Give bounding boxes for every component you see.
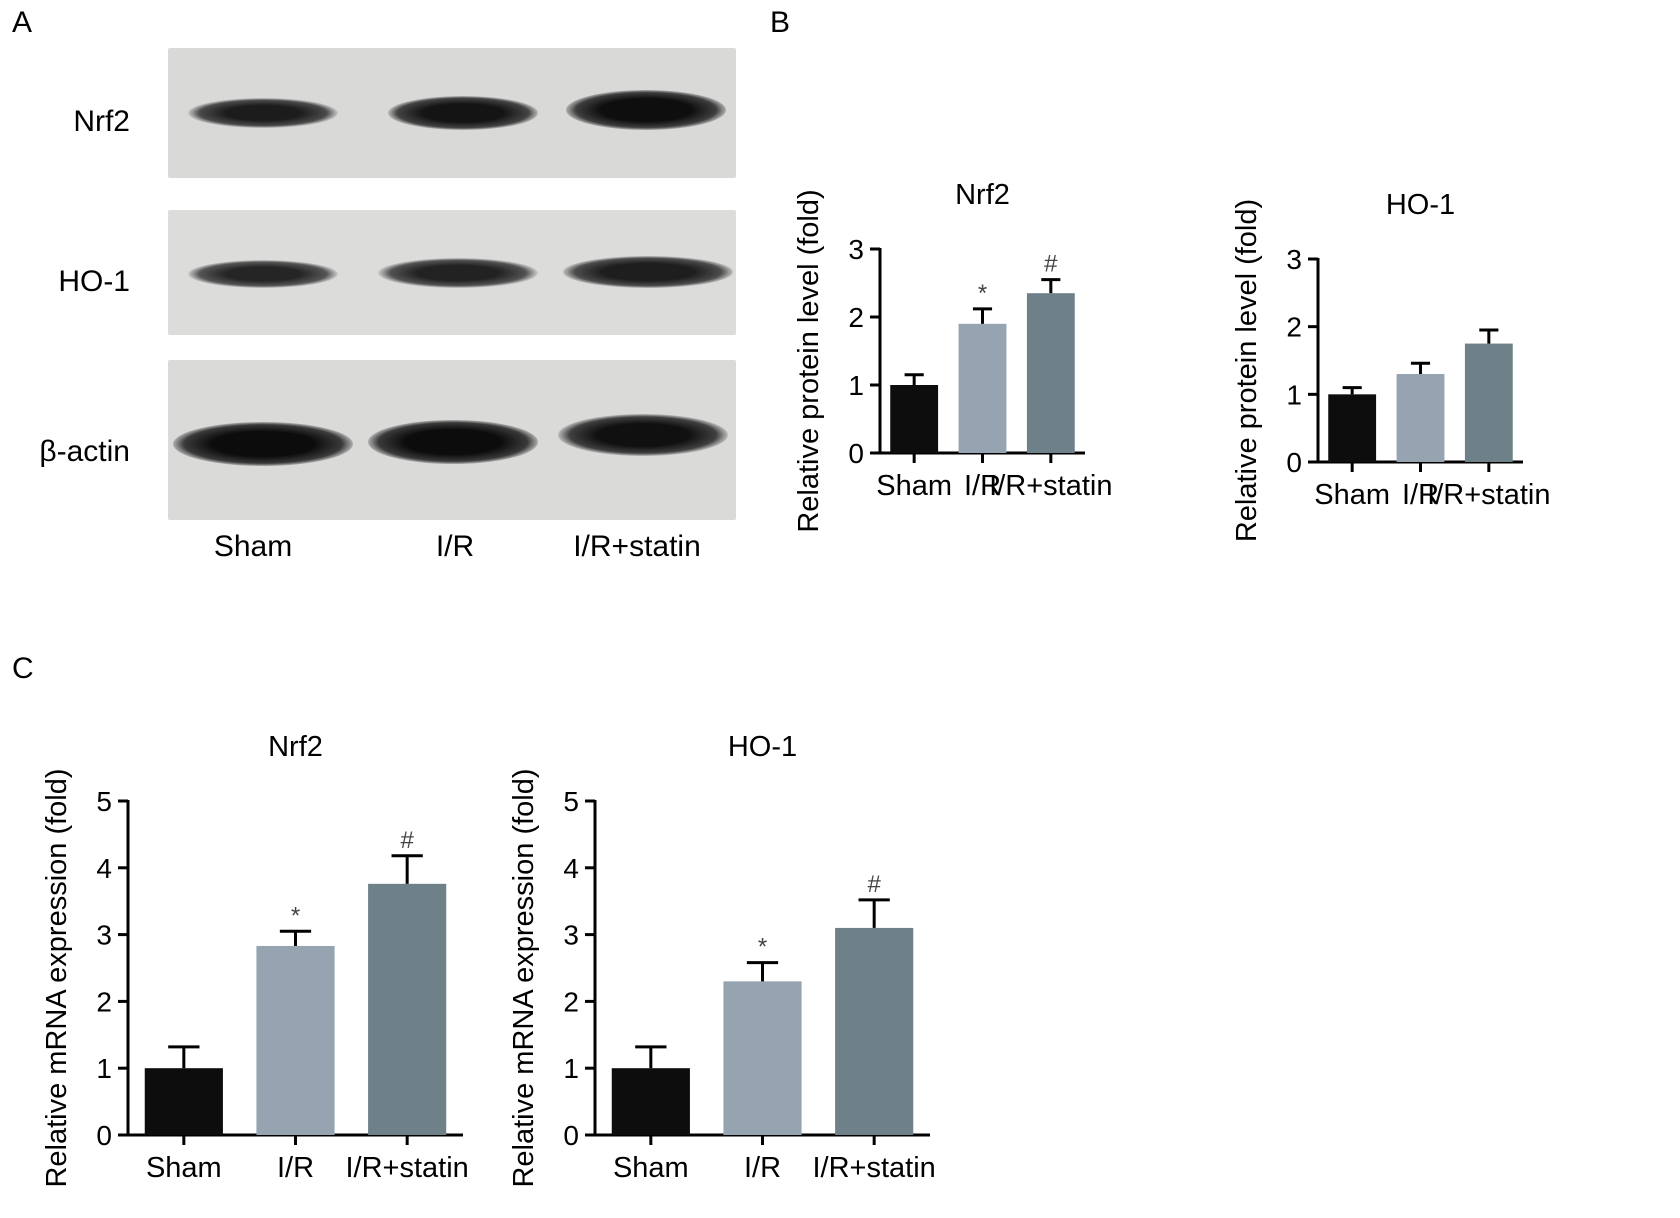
y-tick-label: 3 xyxy=(563,920,579,951)
significance-label: * xyxy=(291,902,300,929)
y-tick-label: 3 xyxy=(96,920,112,951)
y-tick-label: 0 xyxy=(848,438,864,469)
blot-band xyxy=(188,98,338,128)
y-tick-label: 0 xyxy=(1286,447,1302,478)
panel-label-c: C xyxy=(12,652,34,685)
x-tick-label: I/R xyxy=(964,470,1001,502)
bar xyxy=(1328,394,1377,462)
blot-band xyxy=(566,90,726,130)
x-tick-label: I/R+statin xyxy=(346,1152,469,1184)
y-tick-label: 1 xyxy=(1286,379,1302,410)
x-tick-label: I/R xyxy=(1402,479,1439,511)
y-tick-label: 1 xyxy=(96,1053,112,1084)
significance-label: # xyxy=(1044,251,1058,278)
x-tick-label: Sham xyxy=(876,470,952,502)
blot-band xyxy=(563,256,733,288)
chart-title: Nrf2 xyxy=(955,179,1010,211)
y-tick-label: 3 xyxy=(1286,244,1302,275)
blot-strip-nrf2 xyxy=(168,48,736,178)
x-tick-label: Sham xyxy=(613,1152,689,1184)
blot-band xyxy=(173,422,353,466)
bar xyxy=(144,1068,223,1135)
blot-band xyxy=(188,260,338,288)
blot-band xyxy=(378,258,538,288)
bar xyxy=(890,385,939,453)
lane-label-sham: Sham xyxy=(213,530,293,563)
panel-label-b: B xyxy=(770,6,791,39)
bar xyxy=(611,1068,690,1135)
lane-label-ir-statin: I/R+statin xyxy=(573,530,701,563)
bar xyxy=(368,883,447,1135)
blot-band xyxy=(368,420,538,464)
x-tick-label: Sham xyxy=(1314,479,1390,511)
x-tick-label: I/R+statin xyxy=(1427,479,1550,511)
y-tick-label: 0 xyxy=(96,1120,112,1151)
y-tick-label: 2 xyxy=(563,986,579,1017)
x-tick-label: I/R xyxy=(277,1152,314,1184)
y-tick-label: 4 xyxy=(563,853,579,884)
significance-label: # xyxy=(867,871,881,898)
western-blot: Nrf2 HO-1 β-actin Sham I/R I/R+statin xyxy=(0,0,760,580)
bar xyxy=(1464,343,1513,462)
lane-label-ir: I/R xyxy=(435,530,475,563)
chart-title: HO-1 xyxy=(1386,189,1455,221)
blot-strip-ho1 xyxy=(168,210,736,335)
bar xyxy=(256,945,335,1135)
y-tick-label: 1 xyxy=(848,370,864,401)
blot-strip-beta-actin xyxy=(168,360,736,520)
y-axis-label: Relative protein level (fold) xyxy=(793,189,825,532)
y-tick-label: 1 xyxy=(563,1053,579,1084)
chart-title: Nrf2 xyxy=(268,731,323,763)
y-tick-label: 0 xyxy=(563,1120,579,1151)
x-tick-label: I/R+statin xyxy=(989,470,1112,502)
blot-label-nrf2: Nrf2 xyxy=(73,105,130,138)
y-tick-label: 3 xyxy=(848,234,864,265)
chart-title: HO-1 xyxy=(728,731,797,763)
bar xyxy=(723,981,802,1135)
y-axis-label: Relative protein level (fold) xyxy=(1231,199,1263,542)
x-tick-label: I/R+statin xyxy=(813,1152,936,1184)
bar xyxy=(958,323,1007,453)
significance-label: * xyxy=(978,280,987,307)
significance-label: # xyxy=(400,827,414,854)
significance-label: * xyxy=(758,934,767,961)
y-axis-label: Relative mRNA expression (fold) xyxy=(41,768,73,1187)
blot-label-beta-actin: β-actin xyxy=(39,435,130,468)
blot-band xyxy=(388,96,538,130)
bar xyxy=(835,927,914,1135)
y-tick-label: 5 xyxy=(96,786,112,817)
y-tick-label: 2 xyxy=(1286,312,1302,343)
y-tick-label: 5 xyxy=(563,786,579,817)
y-tick-label: 2 xyxy=(848,302,864,333)
blot-band xyxy=(558,414,728,456)
panel-label-a: A xyxy=(12,6,33,39)
bar xyxy=(1026,293,1075,453)
bar xyxy=(1396,374,1445,462)
y-tick-label: 4 xyxy=(96,853,112,884)
blot-label-ho1: HO-1 xyxy=(58,265,130,298)
x-tick-label: I/R xyxy=(744,1152,781,1184)
y-axis-label: Relative mRNA expression (fold) xyxy=(508,768,540,1187)
y-tick-label: 2 xyxy=(96,986,112,1017)
x-tick-label: Sham xyxy=(146,1152,222,1184)
